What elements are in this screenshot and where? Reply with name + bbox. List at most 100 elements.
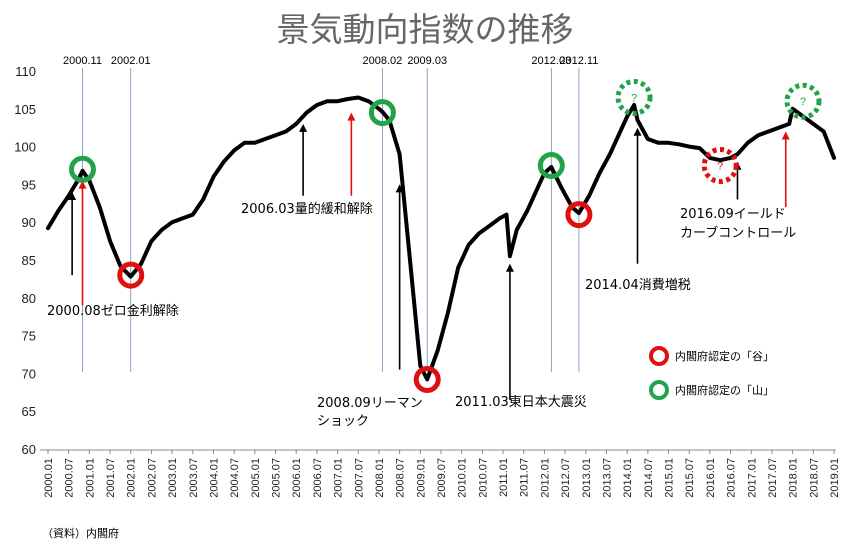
index-series-line bbox=[46, 95, 836, 382]
peak-marker bbox=[537, 152, 565, 179]
legend-peak-label: 内閣府認定の「山」 bbox=[675, 383, 774, 397]
x-axis: 2000.01 2000.07 2001.01 2001.07 2002.01 2002.… bbox=[43, 450, 841, 498]
annotation-lehman-line2: ショック bbox=[317, 414, 369, 429]
y-tick-label: 65 bbox=[22, 404, 36, 419]
x-tick-label: 2013.01 bbox=[581, 458, 593, 498]
chart-title: 景気動向指数の推移 bbox=[277, 10, 574, 49]
x-tick-label: 2016.07 bbox=[726, 458, 738, 498]
source-note: （資料）内閣府 bbox=[42, 526, 119, 540]
y-tick-label: 70 bbox=[22, 366, 36, 381]
uncertain-marker-label: ? bbox=[800, 96, 806, 108]
y-tick-label: 95 bbox=[22, 177, 36, 192]
legend-peak-marker bbox=[649, 380, 669, 400]
x-tick-label: 2010.07 bbox=[477, 458, 489, 498]
x-tick-label: 2003.01 bbox=[167, 458, 179, 498]
date-label: 2009.03 bbox=[407, 55, 447, 67]
annotation-tax-hike: 2014.04消費増税 bbox=[585, 278, 691, 293]
event-arrow bbox=[395, 184, 404, 370]
peak-marker bbox=[368, 99, 396, 127]
y-tick-label: 110 bbox=[15, 64, 36, 79]
event-arrow bbox=[299, 123, 308, 196]
x-tick-label: 2015.01 bbox=[664, 458, 676, 498]
y-tick-label: 80 bbox=[22, 291, 36, 306]
annotation-zero-rate: 2000.08ゼロ金利解除 bbox=[47, 303, 179, 319]
event-arrow bbox=[68, 191, 77, 276]
event-arrow bbox=[347, 112, 356, 196]
x-tick-label: 2004.07 bbox=[229, 458, 241, 498]
legend: 内閣府認定の「谷」 内閣府認定の「山」 bbox=[649, 346, 774, 400]
event-arrow bbox=[781, 131, 790, 208]
x-tick-label: 2014.07 bbox=[643, 458, 655, 498]
date-label: 2008.02 bbox=[363, 55, 403, 67]
date-label: 2012.03 bbox=[531, 55, 571, 67]
x-tick-label: 2011.01 bbox=[498, 458, 510, 497]
x-tick-label: 2007.07 bbox=[353, 458, 365, 498]
event-arrows bbox=[68, 112, 790, 400]
x-tick-label: 2017.01 bbox=[746, 458, 758, 498]
y-tick-label: 100 bbox=[14, 140, 36, 155]
x-tick-label: 2012.01 bbox=[539, 458, 551, 498]
x-tick-label: 2001.07 bbox=[105, 458, 117, 498]
x-tick-label: 2002.07 bbox=[146, 458, 158, 498]
x-tick-label: 2014.01 bbox=[622, 458, 634, 498]
annotation-ycc-line1: 2016.09イールド bbox=[680, 207, 786, 222]
x-tick-label: 2007.01 bbox=[333, 458, 345, 498]
y-axis: 60 65 70 75 80 85 90 95 100 105 110 bbox=[14, 64, 36, 457]
x-tick-label: 2008.07 bbox=[395, 458, 407, 498]
annotation-earthquake: 2011.03東日本大震災 bbox=[455, 394, 587, 410]
uncertain-marker-label: ? bbox=[717, 161, 723, 173]
x-tick-label: 2004.01 bbox=[208, 458, 220, 498]
trough-marker bbox=[565, 201, 593, 229]
trough-marker bbox=[701, 147, 739, 184]
trough-marker bbox=[117, 261, 145, 289]
x-tick-label: 2012.07 bbox=[560, 458, 572, 498]
x-tick-label: 2008.01 bbox=[374, 458, 386, 498]
annotations: 2000.08ゼロ金利解除 2006.03量的緩和解除 2008.09リーマン … bbox=[47, 201, 796, 429]
date-label: 2002.01 bbox=[111, 55, 151, 67]
event-arrow bbox=[633, 127, 642, 264]
x-tick-label: 2002.01 bbox=[126, 458, 138, 498]
peak-marker bbox=[784, 82, 822, 120]
x-tick-label: 2006.01 bbox=[291, 458, 303, 498]
date-guide-lines bbox=[82, 68, 580, 372]
peak-marker bbox=[615, 78, 653, 116]
annotation-ycc-line2: カーブコントロール bbox=[680, 225, 796, 241]
y-tick-label: 105 bbox=[14, 102, 36, 117]
legend-trough-marker bbox=[649, 346, 669, 366]
x-tick-label: 2017.07 bbox=[767, 458, 779, 498]
event-arrow bbox=[78, 180, 87, 306]
x-tick-label: 2018.01 bbox=[788, 458, 800, 498]
peak-marker bbox=[68, 155, 96, 183]
y-tick-label: 75 bbox=[22, 329, 36, 344]
trough-marker bbox=[413, 365, 441, 393]
event-arrow bbox=[505, 263, 514, 400]
x-tick-label: 2003.07 bbox=[188, 458, 200, 498]
turning-point-markers: ??? bbox=[68, 78, 822, 393]
x-tick-label: 2005.01 bbox=[250, 458, 262, 498]
date-label: 2000.11 bbox=[63, 55, 102, 67]
annotation-qe-exit: 2006.03量的緩和解除 bbox=[241, 201, 373, 217]
x-tick-label: 2005.07 bbox=[271, 458, 283, 498]
x-tick-label: 2009.01 bbox=[415, 458, 427, 498]
x-tick-label: 2000.07 bbox=[64, 458, 76, 498]
x-tick-label: 2006.07 bbox=[312, 458, 324, 498]
x-tick-label: 2000.01 bbox=[43, 458, 55, 498]
x-tick-label: 2018.07 bbox=[808, 458, 820, 498]
annotation-lehman-line1: 2008.09リーマン bbox=[317, 396, 423, 411]
y-tick-label: 90 bbox=[22, 215, 36, 230]
x-tick-label: 2011.07 bbox=[519, 458, 531, 497]
x-tick-label: 2010.01 bbox=[457, 458, 469, 498]
uncertain-marker-label: ? bbox=[631, 92, 637, 104]
x-tick-label: 2001.01 bbox=[84, 458, 96, 498]
y-tick-label: 60 bbox=[22, 442, 36, 457]
x-tick-label: 2015.07 bbox=[684, 458, 696, 498]
date-label: 2012.11 bbox=[559, 55, 598, 67]
x-tick-label: 2009.07 bbox=[436, 458, 448, 498]
y-tick-label: 85 bbox=[22, 253, 36, 268]
date-labels: 2000.11 2002.01 2008.02 2009.03 2012.032012.… bbox=[63, 55, 598, 67]
x-tick-label: 2013.07 bbox=[601, 458, 613, 498]
series-layer bbox=[46, 95, 836, 382]
legend-trough-label: 内閣府認定の「谷」 bbox=[675, 349, 774, 363]
x-tick-label: 2019.01 bbox=[829, 458, 841, 498]
